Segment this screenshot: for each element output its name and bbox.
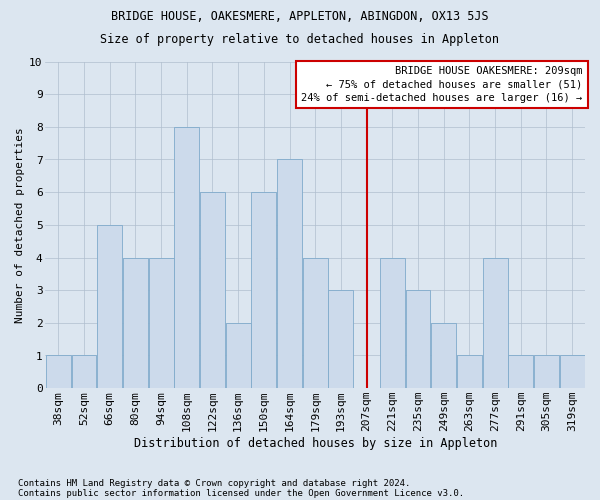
Bar bbox=[71, 356, 97, 388]
Text: Contains HM Land Registry data © Crown copyright and database right 2024.: Contains HM Land Registry data © Crown c… bbox=[18, 478, 410, 488]
Bar bbox=[380, 258, 405, 388]
Bar bbox=[328, 290, 353, 388]
Bar bbox=[97, 225, 122, 388]
Bar bbox=[149, 258, 173, 388]
Bar bbox=[277, 160, 302, 388]
Bar bbox=[406, 290, 430, 388]
Bar bbox=[46, 356, 71, 388]
Bar bbox=[303, 258, 328, 388]
Text: BRIDGE HOUSE OAKESMERE: 209sqm
← 75% of detached houses are smaller (51)
24% of : BRIDGE HOUSE OAKESMERE: 209sqm ← 75% of … bbox=[301, 66, 583, 103]
Text: Size of property relative to detached houses in Appleton: Size of property relative to detached ho… bbox=[101, 32, 499, 46]
Bar bbox=[534, 356, 559, 388]
Bar bbox=[560, 356, 584, 388]
Bar bbox=[123, 258, 148, 388]
X-axis label: Distribution of detached houses by size in Appleton: Distribution of detached houses by size … bbox=[134, 437, 497, 450]
Bar bbox=[200, 192, 225, 388]
Bar bbox=[457, 356, 482, 388]
Text: BRIDGE HOUSE, OAKESMERE, APPLETON, ABINGDON, OX13 5JS: BRIDGE HOUSE, OAKESMERE, APPLETON, ABING… bbox=[111, 10, 489, 23]
Y-axis label: Number of detached properties: Number of detached properties bbox=[15, 127, 25, 322]
Bar bbox=[174, 127, 199, 388]
Text: Contains public sector information licensed under the Open Government Licence v3: Contains public sector information licen… bbox=[18, 488, 464, 498]
Bar bbox=[508, 356, 533, 388]
Bar bbox=[431, 323, 456, 388]
Bar bbox=[226, 323, 251, 388]
Bar bbox=[251, 192, 276, 388]
Bar bbox=[482, 258, 508, 388]
